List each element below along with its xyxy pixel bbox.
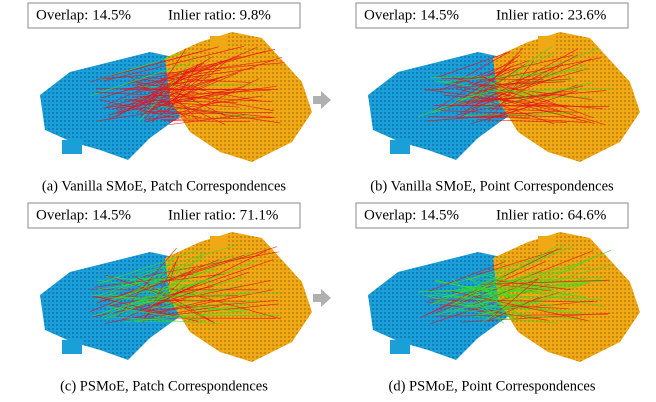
caption: (c) PSMoE, Patch Correspondences xyxy=(60,378,268,394)
overlap-label: Overlap: 14.5% xyxy=(36,207,131,223)
source-patch xyxy=(390,340,410,354)
inlier-label: Inlier ratio: 9.8% xyxy=(168,7,271,23)
caption: (a) Vanilla SMoE, Patch Correspondences xyxy=(42,178,287,194)
source-patch xyxy=(390,140,410,154)
target-patch xyxy=(538,236,554,252)
panel: Overlap: 14.5% Inlier ratio: 64.6% (d) PSM… xyxy=(356,203,640,394)
target-cloud xyxy=(165,232,312,362)
overlap-label: Overlap: 14.5% xyxy=(364,207,459,223)
inlier-label: Inlier ratio: 71.1% xyxy=(168,207,278,223)
inlier-label: Inlier ratio: 64.6% xyxy=(496,207,606,223)
source-patch xyxy=(62,140,82,154)
source-patch xyxy=(62,340,82,354)
target-patch xyxy=(538,36,554,52)
target-patch xyxy=(210,36,226,52)
panel: Overlap: 14.5% Inlier ratio: 23.6% (b) Van… xyxy=(356,3,640,194)
caption: (d) PSMoE, Point Correspondences xyxy=(388,378,595,394)
panel: Overlap: 14.5% Inlier ratio: 9.8% (a) Vani… xyxy=(28,3,312,194)
panel: Overlap: 14.5% Inlier ratio: 71.1% (c) PSM… xyxy=(28,203,312,394)
overlap-label: Overlap: 14.5% xyxy=(364,7,459,23)
target-cloud xyxy=(493,232,640,362)
figure: Overlap: 14.5% Inlier ratio: 9.8% (a) Vani… xyxy=(0,0,656,402)
overlap-label: Overlap: 14.5% xyxy=(36,7,131,23)
caption: (b) Vanilla SMoE, Point Correspondences xyxy=(370,178,614,194)
target-patch xyxy=(210,236,226,252)
arrow xyxy=(313,91,331,307)
inlier-label: Inlier ratio: 23.6% xyxy=(496,7,606,23)
page: Overlap: 14.5% Inlier ratio: 9.8% (a) Vani… xyxy=(0,0,656,402)
